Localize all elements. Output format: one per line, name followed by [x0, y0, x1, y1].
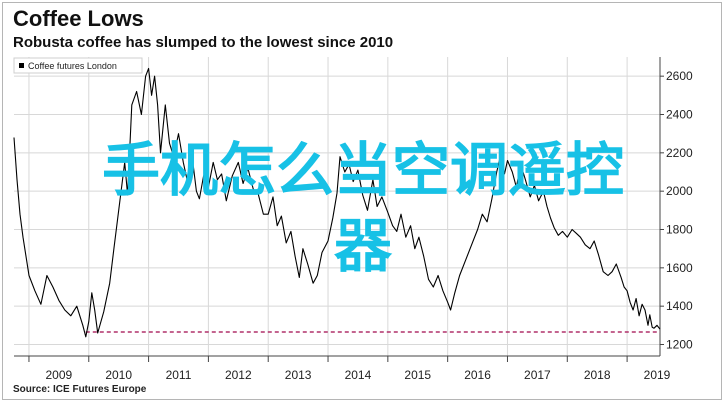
x-tick-label: 2013 — [285, 368, 312, 382]
y-tick-label: 1400 — [666, 299, 693, 313]
chart-source: Source: ICE Futures Europe — [13, 384, 147, 395]
chart-subtitle: Robusta coffee has slumped to the lowest… — [13, 34, 394, 51]
series-line-coffee-futures-london — [13, 67, 661, 338]
x-tick-label: 2009 — [46, 368, 73, 382]
x-tick-label: 2019 — [644, 368, 671, 382]
x-tick-label: 2016 — [464, 368, 491, 382]
y-tick-label: 2200 — [666, 146, 693, 160]
x-tick-label: 2014 — [345, 368, 372, 382]
y-tick-label: 2400 — [666, 108, 693, 122]
legend-swatch — [19, 63, 24, 68]
legend-label: Coffee futures London — [28, 61, 117, 71]
chart-legend: Coffee futures London — [13, 57, 143, 74]
y-tick-label: 1200 — [666, 338, 693, 352]
x-tick-label: 2011 — [166, 368, 192, 382]
y-tick-label: 1800 — [666, 223, 693, 237]
x-tick-label: 2012 — [225, 368, 252, 382]
x-tick-label: 2018 — [584, 368, 611, 382]
y-tick-label: 2000 — [666, 184, 693, 198]
x-tick-label: 2017 — [524, 368, 551, 382]
legend-box — [13, 57, 143, 74]
y-tick-label: 1600 — [666, 261, 693, 275]
x-tick-label: 2010 — [105, 368, 132, 382]
x-tick-label: 2015 — [404, 368, 431, 382]
chart-title: Coffee Lows — [13, 6, 144, 31]
y-tick-label: 2600 — [666, 69, 693, 83]
